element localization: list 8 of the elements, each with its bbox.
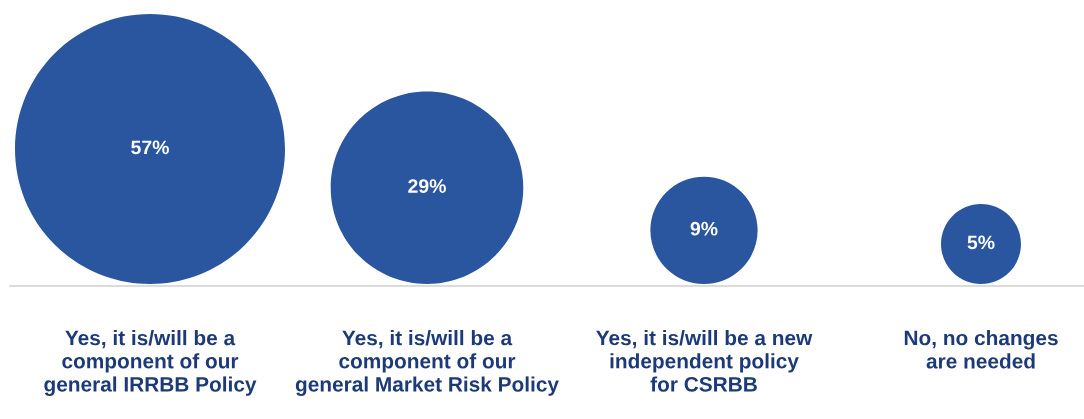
data-label: 9% xyxy=(690,221,718,236)
category-label: No, no changes are needed xyxy=(904,330,1058,369)
data-label: 29% xyxy=(408,179,446,193)
data-label: 57% xyxy=(131,140,169,155)
category-label: Yes, it is/will be a component of our general IRRBB Policy xyxy=(44,330,257,396)
data-label: 5% xyxy=(967,235,995,250)
category-label: Yes, it is/will be a new independent policy for CSRBB xyxy=(596,330,813,392)
category-label: Yes, it is/will be a component of our general Market Risk Policy xyxy=(295,330,559,396)
